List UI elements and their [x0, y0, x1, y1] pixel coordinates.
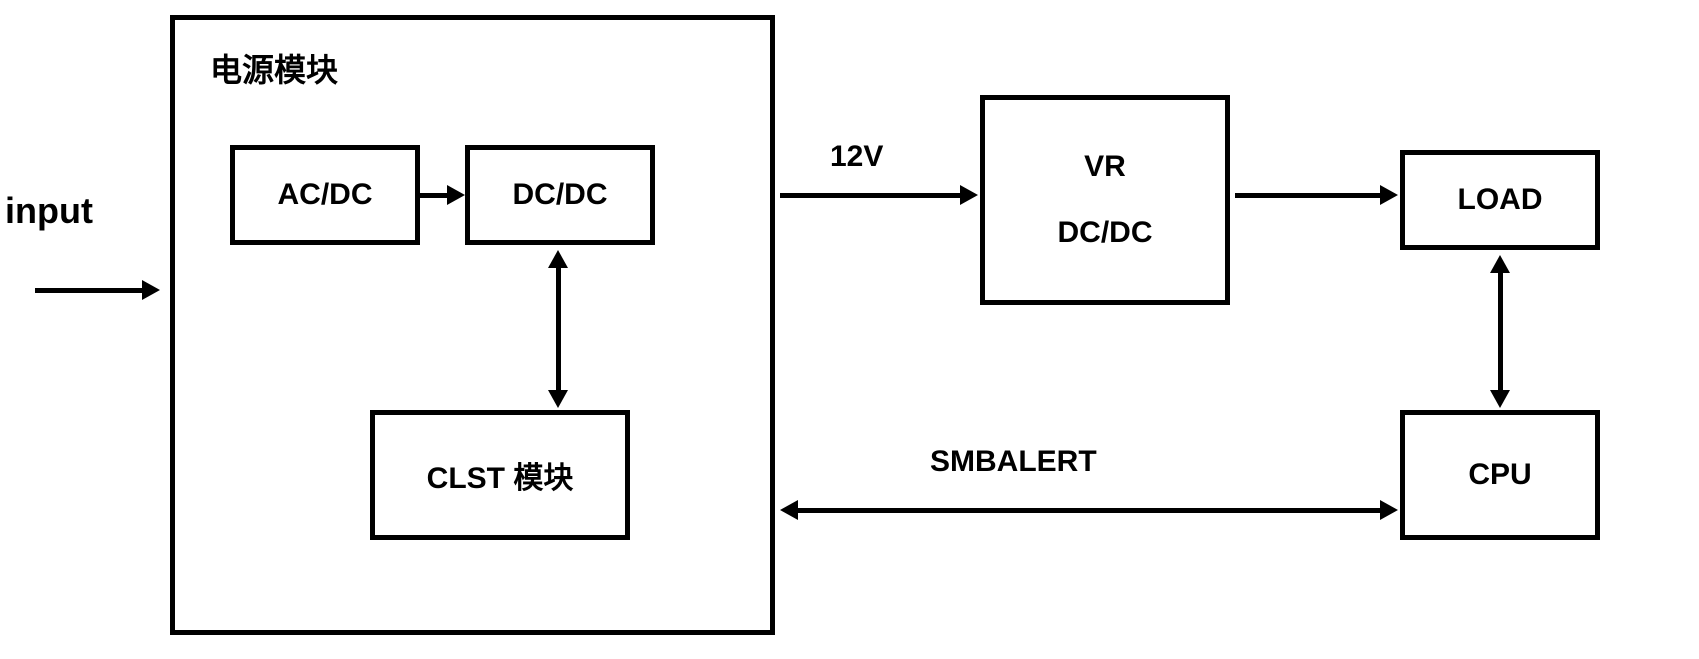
dcdc-label: DC/DC — [513, 178, 608, 212]
arrow-dcdc-clst-head-up — [548, 250, 568, 268]
psu-container-label: 电源模块 — [210, 45, 338, 91]
arrow-psu-cpu — [798, 508, 1380, 513]
arrow-dcdc-clst — [556, 268, 561, 390]
arrow-dcdc-clst-head-down — [548, 390, 568, 408]
psu-container: 电源模块 — [170, 15, 775, 635]
arrow-vr-to-load — [1235, 193, 1380, 198]
load-label: LOAD — [1458, 183, 1543, 217]
arrow-psu-to-vr — [780, 193, 960, 198]
arrow-acdc-to-dcdc — [420, 193, 447, 198]
clst-node: CLST 模块 — [370, 410, 630, 540]
input-label: input — [5, 190, 93, 232]
arrow-load-cpu — [1498, 273, 1503, 390]
arrow-load-cpu-head-down — [1490, 390, 1510, 408]
clst-label: CLST 模块 — [427, 453, 574, 497]
edge-label-smbalert: SMBALERT — [930, 445, 1097, 479]
arrow-input-to-psu-head — [142, 280, 160, 300]
vr-node: VR DC/DC — [980, 95, 1230, 305]
cpu-label: CPU — [1468, 458, 1531, 492]
arrow-load-cpu-head-up — [1490, 255, 1510, 273]
load-node: LOAD — [1400, 150, 1600, 250]
arrow-psu-cpu-head-left — [780, 500, 798, 520]
vr-label-line1: VR — [1084, 134, 1126, 200]
dcdc-node: DC/DC — [465, 145, 655, 245]
cpu-node: CPU — [1400, 410, 1600, 540]
arrow-input-to-psu — [35, 288, 142, 293]
acdc-label: AC/DC — [278, 178, 373, 212]
arrow-acdc-to-dcdc-head — [447, 185, 465, 205]
acdc-node: AC/DC — [230, 145, 420, 245]
arrow-psu-to-vr-head — [960, 185, 978, 205]
vr-label-line2: DC/DC — [1058, 200, 1153, 266]
arrow-vr-to-load-head — [1380, 185, 1398, 205]
edge-label-12v: 12V — [830, 140, 883, 174]
arrow-psu-cpu-head-right — [1380, 500, 1398, 520]
